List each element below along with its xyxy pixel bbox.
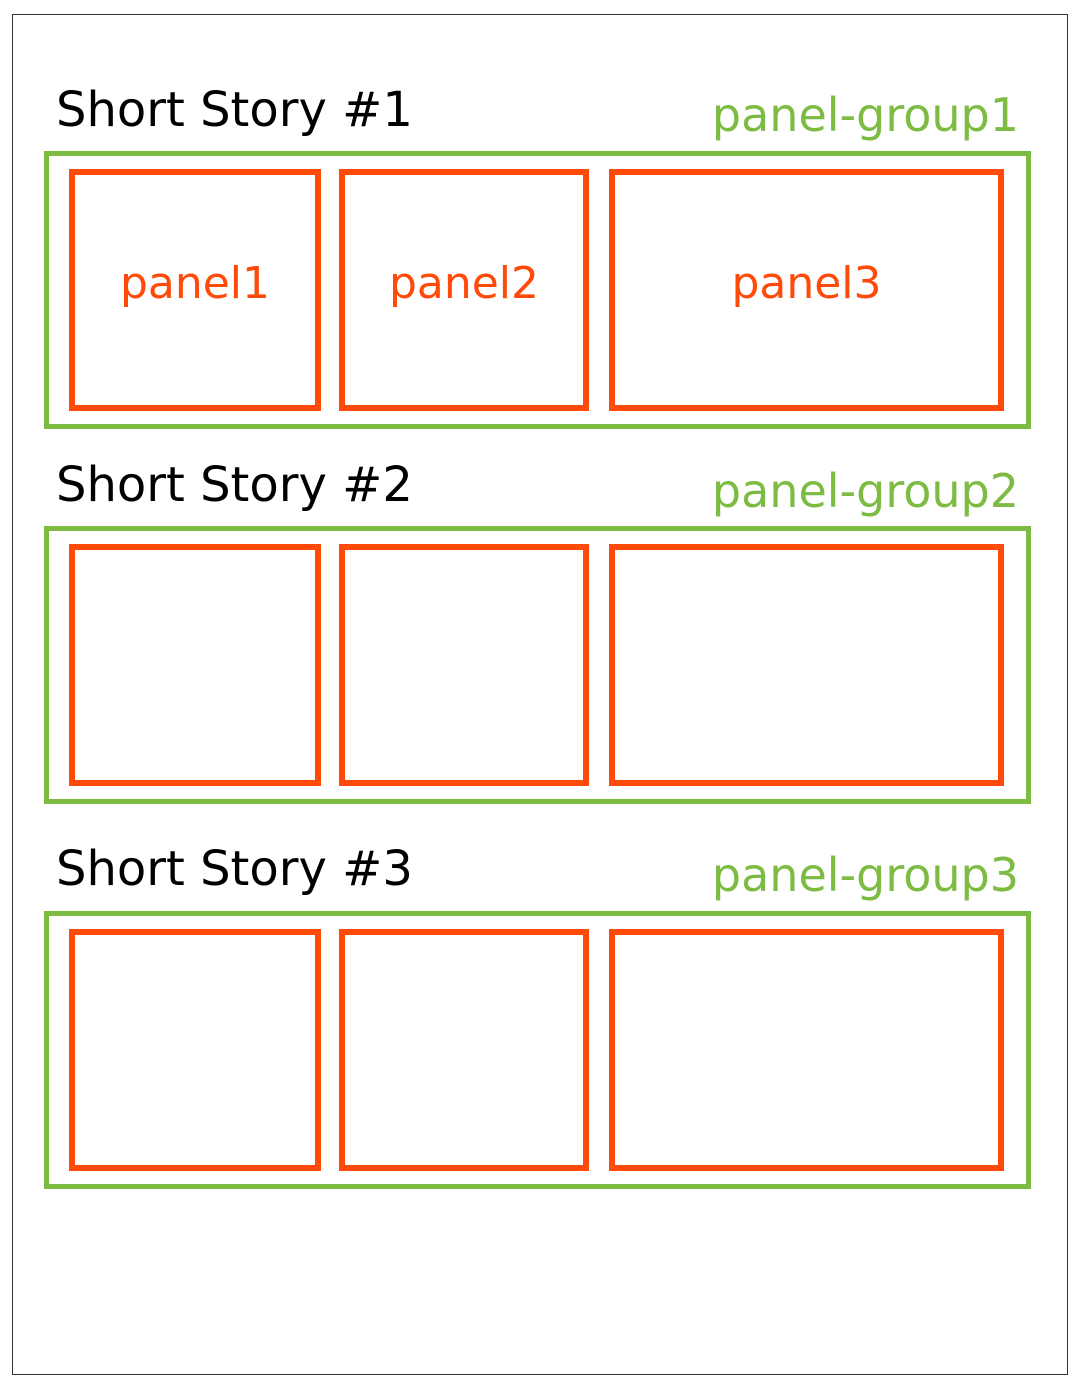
panel-3 bbox=[609, 544, 1004, 786]
panel-label: panel2 bbox=[388, 258, 540, 309]
panel-1 bbox=[69, 544, 321, 786]
panel-1 bbox=[69, 929, 321, 1171]
panel-group-1: panel1 panel2 panel3 bbox=[44, 151, 1031, 429]
panel-2 bbox=[339, 544, 589, 786]
panel-group-label: panel-group1 bbox=[711, 88, 1019, 142]
panel-3 bbox=[609, 929, 1004, 1171]
panel-3: panel3 bbox=[609, 169, 1004, 411]
page-frame bbox=[12, 14, 1068, 1375]
panel-group-label: panel-group3 bbox=[711, 848, 1019, 902]
panel-label: panel1 bbox=[119, 258, 271, 309]
panel-group-3 bbox=[44, 911, 1031, 1189]
panel-group-2 bbox=[44, 526, 1031, 804]
panel-group-label: panel-group2 bbox=[711, 464, 1019, 518]
panel-2 bbox=[339, 929, 589, 1171]
panel-2: panel2 bbox=[339, 169, 589, 411]
panel-label: panel3 bbox=[731, 258, 882, 309]
panel-1: panel1 bbox=[69, 169, 321, 411]
story-title: Short Story #3 bbox=[56, 841, 413, 897]
story-title: Short Story #2 bbox=[56, 457, 413, 513]
story-title: Short Story #1 bbox=[56, 82, 413, 138]
